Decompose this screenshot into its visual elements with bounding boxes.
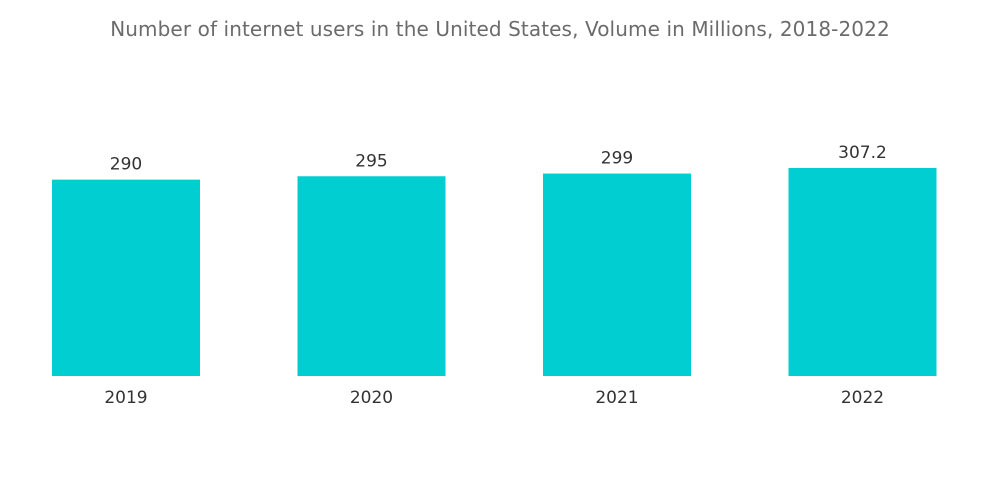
category-label-2022: 2022 — [841, 388, 884, 408]
bars-layer — [52, 168, 937, 376]
value-label-2020: 295 — [355, 151, 387, 171]
value-labels-layer: 290 295 299 307.2 — [110, 143, 887, 175]
category-label-2020: 2020 — [350, 388, 393, 408]
category-label-2021: 2021 — [595, 388, 638, 408]
bar-2020 — [297, 176, 446, 376]
bar-2019 — [52, 179, 200, 376]
category-label-2019: 2019 — [104, 388, 147, 408]
bar-2022 — [788, 168, 937, 376]
value-label-2022: 307.2 — [838, 143, 887, 163]
category-labels-layer: 2019 2020 2021 2022 — [104, 388, 884, 408]
bar-2021 — [543, 173, 691, 376]
chart-title: Number of internet users in the United S… — [110, 17, 890, 41]
value-label-2019: 290 — [110, 155, 142, 175]
value-label-2021: 299 — [601, 149, 633, 169]
